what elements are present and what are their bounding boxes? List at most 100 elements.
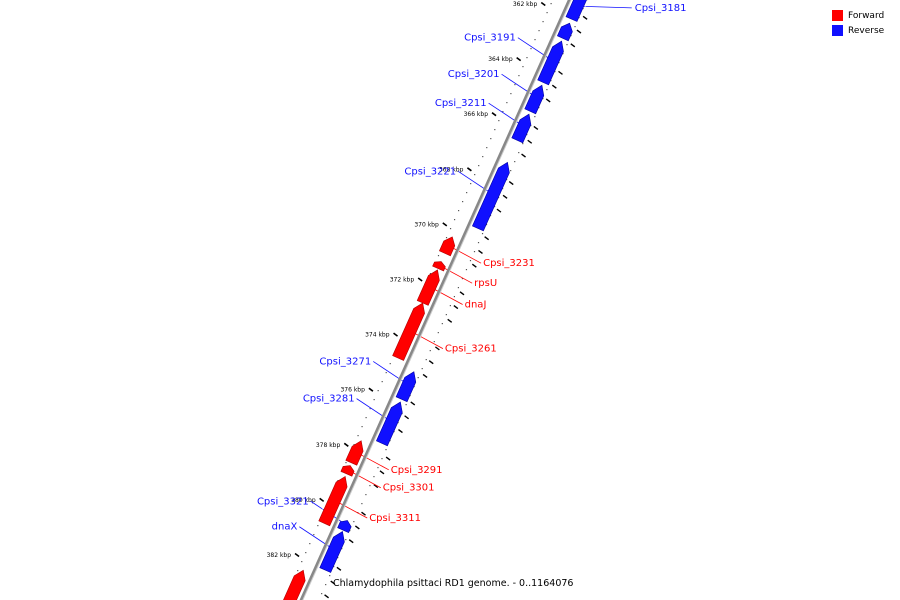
guide-dot bbox=[429, 273, 432, 275]
tick-label: 370 kbp bbox=[414, 221, 439, 228]
backbone-line bbox=[299, 0, 571, 600]
guide-dot bbox=[405, 404, 407, 406]
gene-label[interactable]: Cpsi_3231 bbox=[483, 258, 535, 269]
guide-dot bbox=[578, 17, 580, 19]
minor-tick bbox=[496, 208, 502, 213]
guide-dot bbox=[365, 417, 367, 419]
minor-tick bbox=[533, 125, 539, 131]
gene-label[interactable]: Cpsi_3281 bbox=[303, 394, 355, 405]
guide-dot bbox=[466, 192, 468, 194]
gene-label[interactable]: Cpsi_3291 bbox=[391, 465, 443, 476]
gene-label[interactable]: rpsU bbox=[474, 278, 497, 289]
gene-label[interactable]: Cpsi_3321 bbox=[257, 496, 309, 507]
gene-arrow[interactable] bbox=[340, 465, 355, 477]
guide-dot bbox=[546, 12, 548, 14]
guide-dot bbox=[373, 476, 375, 478]
gene-arrow[interactable] bbox=[537, 40, 564, 86]
guide-dot bbox=[377, 390, 379, 392]
gene-arrow[interactable] bbox=[376, 401, 403, 447]
guide-dot bbox=[373, 399, 375, 401]
gene-arrow[interactable] bbox=[557, 22, 573, 42]
gene-arrow[interactable] bbox=[432, 261, 446, 272]
tick-mark bbox=[343, 442, 349, 447]
gene-label[interactable]: dnaX bbox=[272, 522, 298, 533]
gene-arrow[interactable] bbox=[345, 440, 364, 466]
guide-dot bbox=[381, 381, 383, 383]
guide-dot bbox=[489, 215, 492, 217]
guide-dot bbox=[554, 71, 556, 73]
guide-dot bbox=[490, 138, 492, 140]
tick-label: 376 kbp bbox=[340, 387, 365, 394]
guide-dot bbox=[413, 386, 415, 388]
guide-dot bbox=[485, 224, 488, 226]
minor-tick bbox=[502, 194, 508, 199]
guide-dot bbox=[518, 75, 520, 77]
tick-mark bbox=[466, 167, 472, 172]
gene-label[interactable]: dnaJ bbox=[465, 300, 487, 311]
gene-highlight bbox=[407, 382, 418, 403]
tick-mark bbox=[368, 387, 374, 392]
minor-tick bbox=[527, 139, 533, 144]
minor-tick bbox=[570, 43, 576, 48]
guide-dot bbox=[449, 228, 452, 230]
tick-label: 366 kbp bbox=[464, 111, 489, 118]
gene-label[interactable]: Cpsi_3301 bbox=[383, 483, 435, 494]
gene-arrow[interactable] bbox=[524, 84, 545, 115]
minor-tick bbox=[324, 594, 329, 599]
guide-dot bbox=[558, 62, 560, 64]
minor-tick bbox=[434, 346, 440, 351]
guide-dot bbox=[526, 134, 528, 136]
gene-arrow[interactable] bbox=[511, 113, 532, 144]
gene-highlight bbox=[577, 0, 589, 23]
tick-mark bbox=[491, 112, 497, 117]
gene-label[interactable]: Cpsi_3181 bbox=[635, 3, 687, 14]
guide-dot bbox=[458, 210, 460, 212]
gene-arrow[interactable] bbox=[392, 302, 425, 361]
guide-dot bbox=[453, 296, 455, 298]
tick-mark bbox=[319, 497, 325, 503]
guide-dot bbox=[297, 570, 299, 572]
minor-tick bbox=[379, 470, 385, 475]
minor-tick bbox=[521, 153, 526, 158]
gene-arrows[interactable] bbox=[274, 0, 589, 600]
minor-tick bbox=[447, 318, 453, 323]
guide-dot bbox=[526, 57, 528, 59]
gene-arrow[interactable] bbox=[565, 0, 587, 22]
tick-mark bbox=[516, 56, 522, 62]
gene-arrow[interactable] bbox=[439, 236, 456, 257]
guide-dot bbox=[514, 161, 516, 163]
gene-arrow[interactable] bbox=[318, 476, 348, 527]
guide-dot bbox=[365, 494, 367, 496]
gene-label[interactable]: Cpsi_3311 bbox=[369, 513, 421, 524]
guide-dot bbox=[474, 174, 476, 176]
guide-dot bbox=[546, 89, 548, 91]
gene-highlight bbox=[430, 261, 434, 266]
gene-highlight bbox=[343, 445, 352, 460]
legend-item-reverse[interactable]: Reverse bbox=[832, 23, 892, 38]
guide-dot bbox=[469, 260, 472, 262]
gene-arrow[interactable] bbox=[337, 520, 352, 533]
gene-label[interactable]: Cpsi_3221 bbox=[404, 166, 456, 177]
gene-label[interactable]: Cpsi_3261 bbox=[445, 344, 497, 355]
gene-arrow[interactable] bbox=[276, 569, 306, 600]
guide-dot bbox=[538, 107, 540, 109]
gene-arrow[interactable] bbox=[319, 531, 345, 573]
gene-arrow[interactable] bbox=[395, 371, 417, 403]
gene-label[interactable]: Cpsi_3201 bbox=[448, 69, 500, 80]
guide-dot bbox=[361, 426, 363, 428]
guide-dot bbox=[530, 125, 532, 127]
guide-dot bbox=[478, 165, 480, 167]
gene-label[interactable]: Cpsi_3191 bbox=[464, 33, 516, 44]
guide-dot bbox=[337, 480, 339, 482]
gene-highlight bbox=[437, 240, 444, 251]
minor-tick bbox=[484, 236, 490, 241]
guide-dot bbox=[389, 363, 391, 365]
legend-item-forward[interactable]: Forward bbox=[832, 8, 892, 23]
minor-tick bbox=[558, 70, 563, 75]
guide-dot bbox=[321, 593, 323, 595]
gene-label[interactable]: Cpsi_3211 bbox=[435, 98, 487, 109]
gene-arrow[interactable] bbox=[472, 161, 510, 232]
gene-label[interactable]: Cpsi_3271 bbox=[319, 356, 371, 367]
guide-dot bbox=[510, 170, 512, 172]
